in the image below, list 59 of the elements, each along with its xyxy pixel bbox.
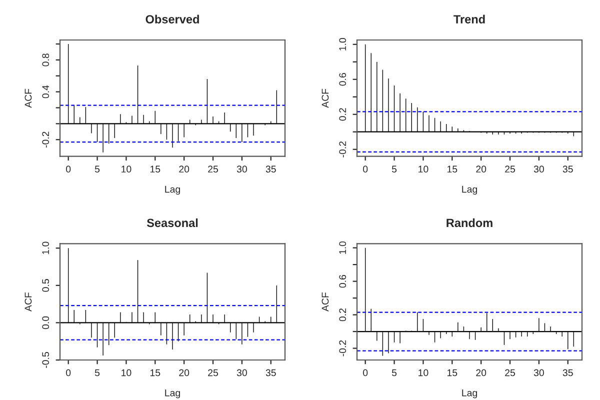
y-tick-label: 1.0: [339, 38, 346, 50]
x-tick-label: 35: [562, 369, 573, 376]
x-tick-label: 0: [66, 166, 71, 173]
x-tick-label: 25: [208, 369, 218, 376]
x-tick-label: 25: [505, 369, 516, 376]
y-axis-title: ACF: [322, 292, 329, 312]
x-tick-label: 35: [562, 166, 573, 173]
x-tick-label: 10: [418, 166, 428, 173]
y-tick-label: -0.5: [42, 352, 50, 368]
y-tick-label: 0.2: [339, 108, 346, 121]
x-tick-label: 0: [363, 369, 368, 376]
x-axis-title: Lag: [462, 390, 477, 398]
y-axis-title: ACF: [24, 292, 32, 312]
x-axis-title: Lag: [165, 390, 180, 398]
x-tick-label: 25: [505, 166, 516, 173]
x-tick-label: 0: [363, 166, 368, 173]
x-axis-title: Lag: [165, 186, 180, 195]
x-tick-label: 5: [94, 166, 100, 173]
x-tick-label: 5: [392, 369, 397, 376]
x-tick-label: 30: [534, 369, 544, 376]
x-axis-title: Lag: [462, 186, 477, 195]
chart-title: Observed: [146, 14, 199, 24]
x-tick-label: 25: [208, 166, 218, 173]
y-tick-label: 0.8: [42, 54, 50, 66]
y-tick-label: 1.0: [42, 242, 50, 254]
y-tick-label: 1.0: [339, 241, 346, 254]
x-tick-label: 0: [66, 369, 71, 376]
x-tick-label: 30: [534, 166, 544, 173]
x-tick-label: 20: [476, 166, 486, 173]
y-tick-label: 0.6: [339, 73, 346, 86]
x-tick-label: 10: [122, 166, 132, 173]
x-tick-label: 5: [94, 369, 100, 376]
y-tick-label: -0.2: [42, 132, 50, 148]
x-tick-label: 20: [179, 369, 190, 376]
y-tick-label: 0.0: [42, 316, 50, 330]
x-tick-label: 10: [418, 369, 428, 376]
x-tick-label: 30: [236, 369, 247, 376]
chart-title: Seasonal: [146, 218, 198, 228]
x-tick-label: 35: [266, 369, 276, 376]
x-tick-label: 15: [447, 166, 458, 173]
chart-title: Random: [446, 218, 492, 228]
x-tick-label: 15: [150, 166, 160, 173]
x-tick-label: 5: [392, 166, 397, 173]
y-axis-title: ACF: [322, 88, 329, 108]
y-tick-label: 0.4: [42, 85, 50, 98]
x-tick-label: 15: [150, 369, 160, 376]
chart-title: Trend: [454, 14, 485, 24]
x-tick-label: 20: [476, 369, 486, 376]
y-tick-label: -0.2: [339, 141, 346, 158]
x-tick-label: 30: [236, 166, 247, 173]
x-tick-label: 10: [122, 369, 132, 376]
y-tick-label: -0.2: [339, 340, 346, 356]
y-tick-label: 0.6: [339, 274, 346, 288]
y-tick-label: 0.2: [339, 308, 346, 322]
x-tick-label: 20: [179, 166, 190, 173]
x-tick-label: 15: [447, 369, 458, 376]
x-tick-label: 35: [266, 166, 276, 173]
y-tick-label: 0.5: [42, 279, 50, 292]
y-axis-title: ACF: [24, 88, 32, 108]
